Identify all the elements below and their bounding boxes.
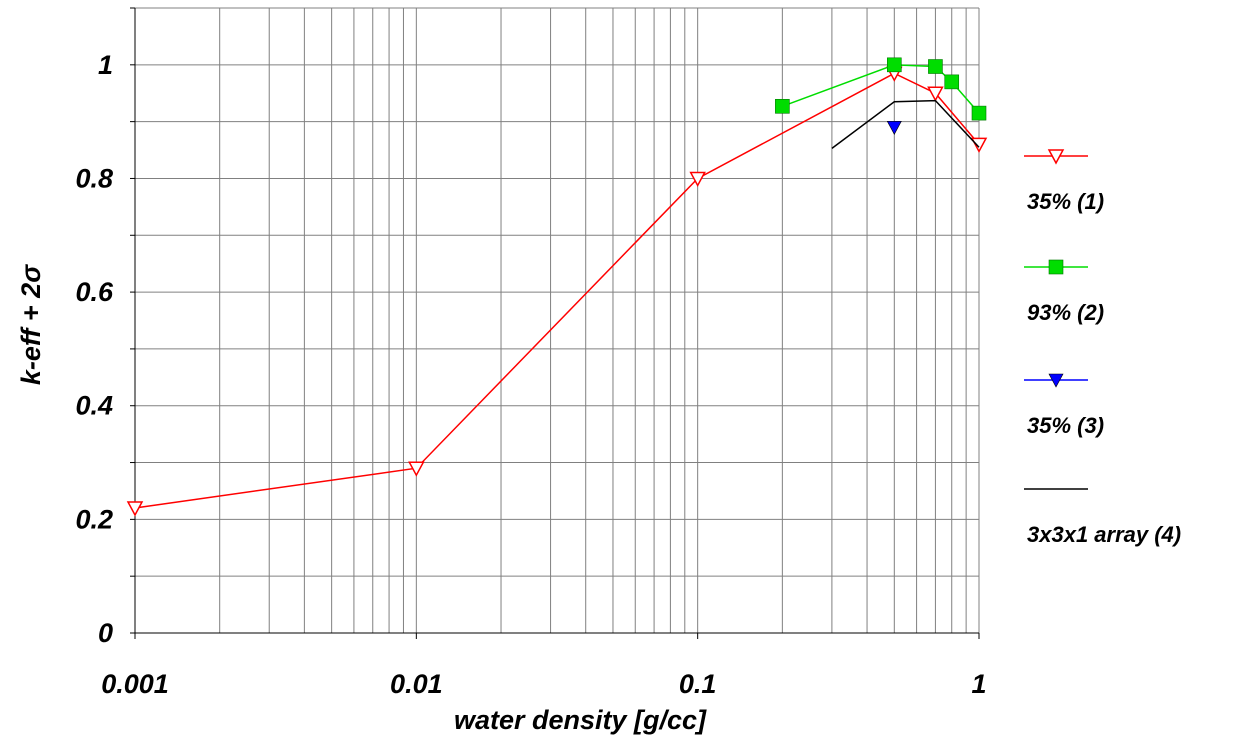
legend-marker bbox=[1048, 259, 1064, 275]
series-1-point bbox=[408, 461, 425, 477]
y-tick-label: 0.2 bbox=[75, 504, 113, 534]
series-2-point bbox=[971, 105, 987, 121]
series-3-point bbox=[886, 121, 902, 135]
x-tick-label: 0.001 bbox=[101, 669, 169, 699]
legend-label: 35% (3) bbox=[1027, 413, 1104, 438]
series-1-point bbox=[126, 501, 144, 517]
series-2-point bbox=[887, 57, 902, 73]
legend-item-1: 35% (1) bbox=[1024, 149, 1104, 214]
series-2-point bbox=[928, 59, 943, 74]
series-1-point bbox=[689, 171, 706, 188]
legend-label: 93% (2) bbox=[1027, 300, 1104, 325]
series-2 bbox=[775, 57, 987, 121]
y-tick-label: 0.6 bbox=[75, 277, 114, 307]
legend-item-4: 3x3x1 array (4) bbox=[1024, 488, 1181, 547]
series-layer bbox=[126, 57, 988, 517]
y-tick-label: 0.8 bbox=[75, 163, 113, 193]
y-tick-label: 0.4 bbox=[75, 391, 113, 421]
series-1-line bbox=[134, 72, 980, 509]
y-axis-label: k-eff + 2σ bbox=[16, 264, 46, 385]
legend-item-3: 35% (3) bbox=[1024, 373, 1104, 438]
x-axis-label: water density [g/cc] bbox=[454, 705, 707, 735]
legend: 35% (1) 93% (2) 35% (3) 3x3x1 array (4) bbox=[1024, 149, 1181, 547]
y-tick-label: 1 bbox=[98, 50, 113, 80]
tick-labels: 0 0.2 0.4 0.6 0.8 1 0.001 0.01 0.1 1 bbox=[75, 50, 986, 699]
legend-marker bbox=[1048, 373, 1064, 388]
legend-label: 35% (1) bbox=[1027, 189, 1104, 214]
series-4 bbox=[831, 99, 980, 149]
series-4-line bbox=[831, 99, 980, 149]
x-tick-label: 0.01 bbox=[390, 669, 443, 699]
x-tick-label: 0.1 bbox=[679, 669, 717, 699]
series-1-point bbox=[927, 86, 944, 102]
series-3 bbox=[886, 121, 902, 135]
y-tick-label: 0 bbox=[98, 618, 113, 648]
axes bbox=[130, 7, 980, 639]
x-tick-label: 1 bbox=[971, 669, 986, 699]
legend-marker bbox=[1047, 149, 1065, 165]
legend-item-2: 93% (2) bbox=[1024, 259, 1104, 325]
series-1-point bbox=[970, 137, 988, 153]
legend-label: 3x3x1 array (4) bbox=[1027, 522, 1181, 547]
series-1 bbox=[126, 66, 988, 517]
grid bbox=[134, 7, 980, 634]
series-2-point bbox=[775, 98, 790, 114]
series-2-point bbox=[944, 74, 960, 90]
